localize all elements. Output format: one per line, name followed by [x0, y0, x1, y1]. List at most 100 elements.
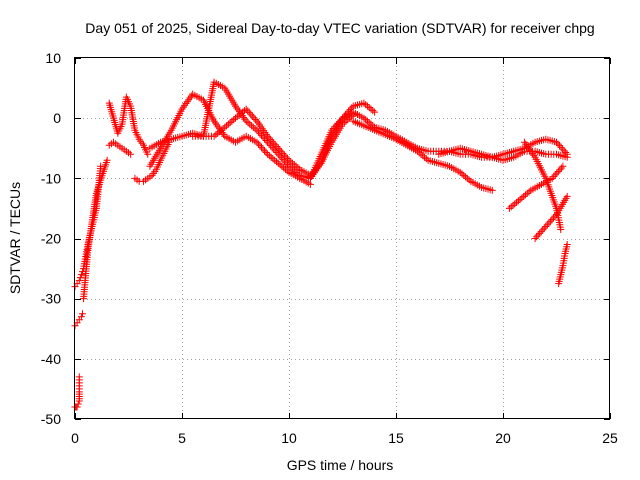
data-point	[539, 226, 547, 234]
data-point	[556, 142, 564, 150]
data-point	[332, 121, 340, 129]
data-point	[360, 114, 368, 122]
data-point	[363, 117, 371, 125]
data-point	[362, 116, 370, 124]
x-tick-label: 0	[71, 430, 79, 446]
data-point	[563, 153, 571, 161]
data-point	[290, 161, 298, 169]
data-point	[271, 147, 279, 155]
data-point	[267, 142, 275, 150]
data-point	[521, 191, 529, 199]
data-point	[283, 167, 291, 175]
data-point	[533, 233, 541, 241]
data-point	[329, 124, 337, 132]
data-point	[507, 203, 515, 211]
data-point	[363, 102, 371, 110]
data-point	[271, 156, 279, 164]
data-point	[210, 132, 218, 140]
data-point	[371, 108, 379, 116]
x-tick-label: 25	[602, 430, 618, 446]
y-tick-label: 0	[53, 110, 61, 126]
series-end-rise	[555, 241, 571, 288]
data-point	[277, 154, 285, 162]
data-point	[551, 171, 559, 179]
series-early-low	[105, 138, 135, 158]
chart-title: Day 051 of 2025, Sidereal Day-to-day VTE…	[85, 20, 594, 36]
data-point	[75, 373, 83, 381]
data-point	[525, 188, 533, 196]
data-point	[422, 155, 430, 163]
data-point	[274, 159, 282, 167]
data-point	[257, 143, 265, 151]
series-early-bumps	[105, 93, 152, 158]
data-point	[557, 143, 565, 151]
data-point	[219, 125, 227, 133]
y-tick-label: -20	[41, 231, 61, 247]
data-point	[144, 150, 152, 158]
data-point	[257, 131, 265, 139]
data-point	[244, 107, 252, 115]
data-point	[268, 143, 276, 151]
data-point	[546, 217, 554, 225]
data-point	[97, 162, 105, 170]
data-point	[456, 168, 464, 176]
series-isolated	[80, 156, 111, 303]
data-point	[537, 228, 545, 236]
data-point	[523, 189, 531, 197]
y-axis-label: SDTVAR / TECUs	[7, 182, 23, 294]
data-point	[253, 138, 261, 146]
data-point	[553, 138, 560, 146]
x-tick-label: 20	[495, 430, 511, 446]
data-point	[536, 229, 544, 237]
data-point	[294, 170, 302, 178]
data-point	[520, 192, 528, 200]
data-point	[328, 126, 336, 134]
series-rise-b	[71, 310, 86, 330]
data-point	[548, 174, 556, 182]
data-point	[242, 105, 250, 113]
data-point	[250, 114, 258, 122]
data-point	[367, 120, 375, 128]
data-point	[514, 197, 522, 205]
data-point	[421, 153, 429, 161]
data-point	[334, 119, 342, 127]
series-late-rise-2	[531, 192, 571, 242]
data-point	[253, 126, 261, 134]
data-point	[417, 150, 425, 158]
y-tick-label: -30	[41, 291, 61, 307]
y-tick-label: -10	[41, 170, 61, 186]
data-point	[226, 119, 234, 127]
data-point	[262, 137, 270, 145]
data-point	[223, 122, 231, 130]
grid	[75, 58, 610, 419]
data-point	[248, 112, 256, 120]
data-point	[348, 104, 356, 112]
data-point	[289, 165, 297, 173]
data-point	[413, 147, 421, 155]
data-point	[248, 122, 256, 130]
x-tick-label: 5	[178, 430, 186, 446]
data-point	[261, 135, 269, 143]
data-point	[557, 225, 565, 233]
data-point	[215, 128, 223, 136]
data-point	[259, 133, 267, 141]
data-point	[212, 131, 220, 139]
data-point	[256, 142, 264, 150]
series-late-upper	[435, 144, 571, 164]
data-point	[281, 165, 289, 173]
data-point	[244, 119, 252, 127]
data-point	[75, 277, 83, 285]
data-point	[505, 204, 513, 212]
data-point	[242, 117, 250, 125]
data-point	[287, 164, 295, 172]
data-point	[554, 140, 562, 148]
y-tick-label: -40	[41, 351, 61, 367]
data-point	[290, 167, 298, 175]
data-point	[265, 152, 273, 160]
data-point	[540, 224, 548, 232]
data-point	[542, 222, 550, 230]
data-point	[270, 145, 278, 153]
data-point	[127, 150, 135, 158]
data-point	[278, 162, 286, 170]
data-point	[254, 128, 262, 136]
